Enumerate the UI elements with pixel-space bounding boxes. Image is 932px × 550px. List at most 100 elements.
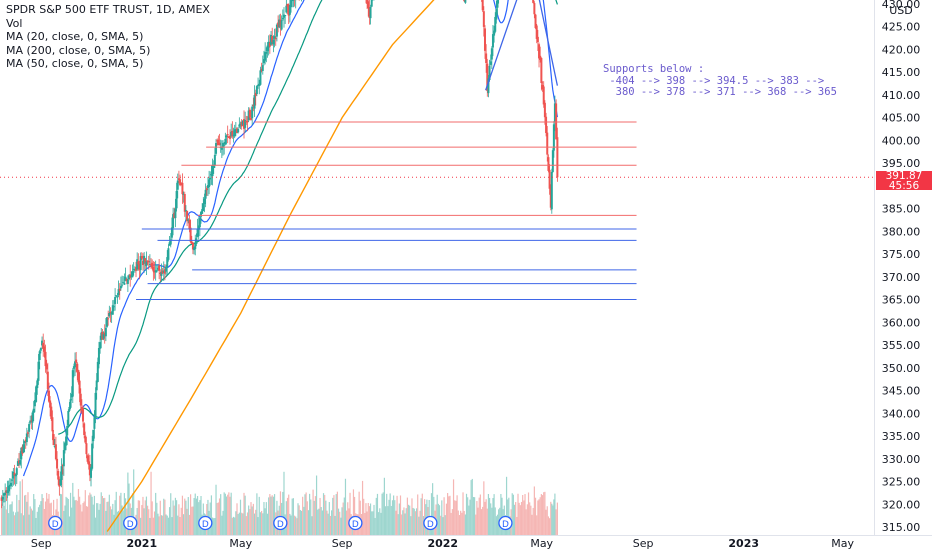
candle-body xyxy=(286,3,289,7)
x-tick-label: May xyxy=(530,537,553,550)
candle-body xyxy=(111,305,114,315)
candle-body xyxy=(488,65,491,81)
volume-bar xyxy=(395,510,397,535)
candle-body xyxy=(117,289,120,296)
volume-bar xyxy=(372,511,374,535)
y-tick-label: 415.00 xyxy=(882,66,921,79)
supports-annotation[interactable]: Supports below : -404 --> 398 --> 394.5 … xyxy=(603,63,837,99)
volume-bar xyxy=(285,501,287,535)
candle-body xyxy=(259,70,262,85)
volume-bar xyxy=(344,478,347,535)
volume-bar xyxy=(105,510,107,535)
dividend-marker-label: D xyxy=(352,520,359,530)
candle-body xyxy=(180,184,183,186)
candle-body xyxy=(74,361,77,368)
legend-ma50[interactable]: MA (50, close, 0, SMA, 5) xyxy=(6,57,144,70)
volume-bar xyxy=(311,516,313,535)
volume-bar xyxy=(438,505,441,535)
volume-bar xyxy=(185,500,187,535)
volume-bar xyxy=(517,493,519,535)
volume-bar xyxy=(43,509,45,535)
volume-bar xyxy=(124,498,127,535)
volume-bar xyxy=(41,494,43,535)
volume-bar xyxy=(279,491,282,535)
candle-body xyxy=(51,417,54,432)
volume-bar xyxy=(86,506,89,535)
candle-body xyxy=(96,361,99,382)
dividend-marker[interactable] xyxy=(498,515,513,531)
candle-body xyxy=(130,275,133,277)
volume-bar xyxy=(544,491,546,535)
legend-ma200[interactable]: MA (200, close, 0, SMA, 5) xyxy=(6,43,151,57)
chart-legend: SPDR S&P 500 ETF TRUST, 1D, AMEX Vol MA … xyxy=(6,3,210,71)
candle-body xyxy=(12,471,15,479)
volume-bar xyxy=(479,494,481,535)
volume-bar xyxy=(157,513,159,535)
volume-bar xyxy=(382,492,384,535)
candle-body xyxy=(273,36,276,39)
candle-body xyxy=(158,265,161,271)
volume-bar xyxy=(64,505,66,535)
candle-body xyxy=(229,135,232,139)
trendline-rising[interactable] xyxy=(485,0,518,91)
volume-bar xyxy=(42,498,44,535)
volume-bar xyxy=(244,495,246,535)
candle-body xyxy=(123,282,126,285)
volume-bar xyxy=(257,517,259,535)
dividend-marker[interactable] xyxy=(123,515,138,531)
volume-bar xyxy=(117,510,120,535)
volume-bar xyxy=(397,514,399,535)
volume-bar xyxy=(245,516,247,535)
volume-bar xyxy=(230,492,232,535)
candle-body xyxy=(85,443,88,455)
volume-bar xyxy=(296,518,298,535)
trendline-falling[interactable] xyxy=(538,0,559,86)
dividend-marker[interactable] xyxy=(273,515,288,531)
volume-bar xyxy=(168,507,171,535)
dividend-marker[interactable] xyxy=(198,515,213,531)
dividend-marker[interactable] xyxy=(423,515,438,531)
volume-bar xyxy=(490,503,492,535)
volume-bar xyxy=(368,506,370,535)
candle-body xyxy=(238,124,241,127)
volume-bar xyxy=(478,497,480,535)
volume-bar xyxy=(286,497,289,535)
legend-vol[interactable]: Vol xyxy=(6,16,23,30)
candle-body xyxy=(35,386,38,402)
candle-body xyxy=(279,19,282,27)
volume-bar xyxy=(217,502,219,535)
legend-ma20[interactable]: MA (20, close, 0, SMA, 5) xyxy=(6,30,144,43)
candle-body xyxy=(20,447,23,460)
dividend-marker[interactable] xyxy=(48,515,63,531)
volume-bar xyxy=(261,510,263,535)
candle-body xyxy=(226,134,229,136)
volume-bar xyxy=(59,493,62,535)
volume-bar xyxy=(250,502,252,535)
volume-bar xyxy=(341,507,343,535)
volume-bar xyxy=(71,507,73,535)
volume-bar xyxy=(242,513,244,535)
volume-bar xyxy=(346,510,348,535)
legend-ticker[interactable]: SPDR S&P 500 ETF TRUST, 1D, AMEX xyxy=(6,3,210,16)
candle-body xyxy=(189,227,192,242)
volume-bar xyxy=(270,496,272,535)
volume-bar xyxy=(231,517,233,535)
candle-body xyxy=(138,264,141,270)
volume-bar xyxy=(47,498,49,535)
volume-bar xyxy=(298,505,300,535)
y-tick-label: 365.00 xyxy=(882,294,921,307)
volume-bar xyxy=(48,494,50,535)
y-tick-label: 410.00 xyxy=(882,89,921,102)
volume-bar xyxy=(67,499,69,535)
volume-bar xyxy=(419,510,421,535)
candle-body xyxy=(258,83,261,86)
volume-bar xyxy=(17,511,19,535)
volume-bar xyxy=(184,498,186,535)
volume-bar xyxy=(441,500,443,535)
dividend-marker[interactable] xyxy=(348,515,363,531)
volume-bar xyxy=(550,501,552,535)
y-tick-label: 425.00 xyxy=(882,21,921,34)
candle-body xyxy=(77,370,80,383)
